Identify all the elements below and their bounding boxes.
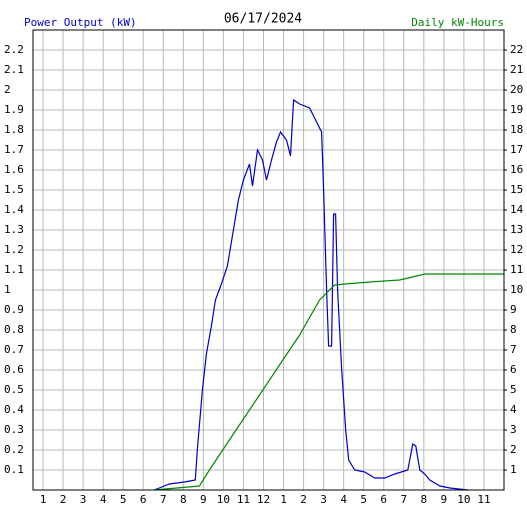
x-tick-label: 3 — [320, 493, 327, 506]
x-tick-label: 11 — [237, 493, 250, 506]
y-tick-label: 1.5 — [4, 183, 24, 196]
chart-title: 06/17/2024 — [224, 12, 302, 27]
y-tick-label: 0.5 — [4, 383, 24, 396]
y2-tick-label: 3 — [510, 423, 517, 436]
y-tick-label: 0.2 — [4, 443, 24, 456]
x-tick-label: 2 — [60, 493, 67, 506]
y2-tick-label: 22 — [510, 43, 523, 56]
y-tick-label: 1.2 — [4, 243, 24, 256]
y2-tick-label: 2 — [510, 443, 517, 456]
y2-tick-label: 9 — [510, 303, 517, 316]
y2-tick-label: 20 — [510, 83, 523, 96]
y2-tick-label: 7 — [510, 343, 517, 356]
x-tick-label: 1 — [280, 493, 287, 506]
x-tick-label: 11 — [477, 493, 490, 506]
x-tick-label: 12 — [257, 493, 270, 506]
y2-tick-label: 17 — [510, 143, 523, 156]
x-tick-label: 10 — [217, 493, 230, 506]
x-tick-label: 7 — [160, 493, 167, 506]
x-tick-label: 4 — [340, 493, 347, 506]
y-tick-label: 1.1 — [4, 263, 24, 276]
x-tick-label: 8 — [180, 493, 187, 506]
y-axis-label: Power Output (kW) — [24, 16, 137, 29]
y-tick-label: 2.2 — [4, 43, 24, 56]
x-tick-label: 6 — [380, 493, 387, 506]
y2-tick-label: 10 — [510, 283, 523, 296]
y2-tick-label: 12 — [510, 243, 523, 256]
y-tick-label: 1.4 — [4, 203, 24, 216]
x-tick-label: 7 — [400, 493, 407, 506]
y2-axis-label: Daily kW-Hours — [411, 16, 504, 29]
x-tick-label: 1 — [40, 493, 47, 506]
x-tick-label: 9 — [200, 493, 207, 506]
y2-tick-label: 11 — [510, 263, 523, 276]
x-tick-label: 2 — [300, 493, 307, 506]
y2-tick-label: 18 — [510, 123, 523, 136]
x-tick-label: 6 — [140, 493, 147, 506]
y-tick-label: 1 — [4, 283, 11, 296]
y2-tick-label: 15 — [510, 183, 523, 196]
plot-border — [32, 29, 505, 491]
y-tick-label: 1.3 — [4, 223, 24, 236]
plot-area — [32, 29, 505, 491]
x-tick-label: 5 — [360, 493, 367, 506]
y-tick-label: 1.6 — [4, 163, 24, 176]
series-line — [154, 98, 468, 491]
y-tick-label: 0.7 — [4, 343, 24, 356]
x-tick-label: 5 — [120, 493, 127, 506]
y2-tick-label: 8 — [510, 323, 517, 336]
series-line — [154, 273, 504, 491]
y-tick-label: 1.7 — [4, 143, 24, 156]
y2-tick-label: 21 — [510, 63, 523, 76]
y2-tick-label: 14 — [510, 203, 524, 216]
x-tick-label: 9 — [441, 493, 448, 506]
y2-tick-label: 1 — [510, 463, 517, 476]
y-tick-label: 0.6 — [4, 363, 24, 376]
y2-tick-label: 19 — [510, 103, 523, 116]
x-tick-label: 8 — [421, 493, 428, 506]
x-tick-label: 4 — [100, 493, 107, 506]
y2-tick-label: 5 — [510, 383, 517, 396]
y-tick-label: 1.9 — [4, 103, 24, 116]
y-tick-label: 1.8 — [4, 123, 24, 136]
y2-tick-label: 6 — [510, 363, 517, 376]
y-tick-label: 2.1 — [4, 63, 24, 76]
y-tick-label: 0.1 — [4, 463, 24, 476]
x-tick-label: 3 — [80, 493, 87, 506]
y2-tick-label: 16 — [510, 163, 523, 176]
y-tick-label: 2 — [4, 83, 11, 96]
y-tick-label: 0.9 — [4, 303, 24, 316]
y-tick-label: 0.8 — [4, 323, 24, 336]
y-tick-label: 0.3 — [4, 423, 24, 436]
x-tick-label: 10 — [457, 493, 470, 506]
y-tick-label: 0.4 — [4, 403, 24, 416]
y2-tick-label: 4 — [510, 403, 517, 416]
y2-tick-label: 13 — [510, 223, 523, 236]
